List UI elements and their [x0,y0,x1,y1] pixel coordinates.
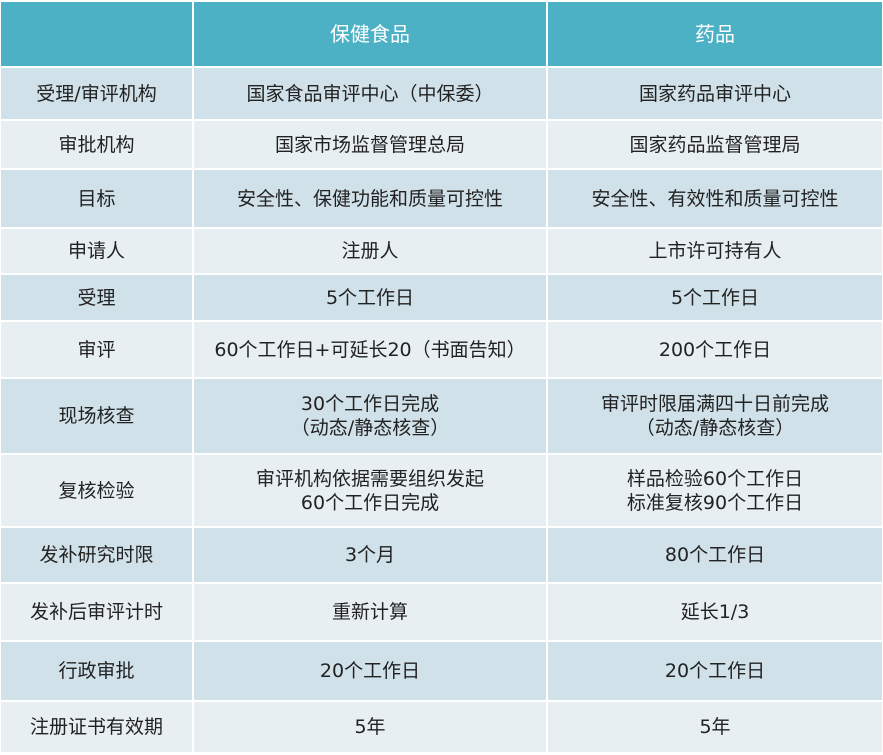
cell-text: 审评时限届满四十日前完成 [600,393,829,415]
cell-text: 30个工作日完成 [300,393,440,415]
cell-text: 60个工作日+可延长20（书面告知） [214,338,526,361]
table-cell: 注册人 [194,229,546,273]
cell-text: 上市许可持有人 [648,240,782,262]
table-cell: 20个工作日 [194,642,546,700]
cell-text: 审评机构依据需要组织发起 [255,467,484,490]
cell-text: 行政审批 [58,660,135,682]
table-cell: 审评机构依据需要组织发起 60个工作日完成 [194,455,546,526]
table-cell: 5年 [194,702,546,752]
table-cell: 审评时限届满四十日前完成 （动态/静态核查） [548,379,882,453]
cell-text: 延长1/3 [680,601,750,623]
row-label: 注册证书有效期 [1,702,192,752]
table-cell: 国家药品审评中心 [548,68,882,119]
cell-text: 复核检验 [58,479,135,502]
table-cell: 安全性、保健功能和质量可控性 [194,170,546,227]
cell-text: 受理 [77,286,116,309]
row-label: 受理 [1,275,192,320]
cell-text: 样品检验60个工作日 [626,467,804,490]
table-cell: 延长1/3 [548,584,882,640]
cell-text: 3个月 [344,544,396,566]
cell-text: 5个工作日 [670,286,760,309]
cell-text: 20个工作日 [664,660,766,682]
table-cell: 30个工作日完成 （动态/静态核查） [194,379,546,453]
table-cell: 60个工作日+可延长20（书面告知） [194,322,546,377]
row-label: 审批机构 [1,121,192,168]
table-cell: 80个工作日 [548,528,882,582]
cell-text: 标准复核90个工作日 [626,491,804,514]
cell-text: 80个工作日 [664,544,766,566]
table-cell: 200个工作日 [548,322,882,377]
row-label: 目标 [1,170,192,227]
cell-text: 5年 [354,716,386,738]
header-cell: 保健食品 [194,2,546,66]
cell-text: 国家食品审评中心（中保委） [246,82,494,105]
table-cell: 上市许可持有人 [548,229,882,273]
cell-text: 注册证书有效期 [29,716,163,738]
cell-text: 60个工作日完成 [300,491,440,514]
cell-text: 保健食品 [330,22,410,46]
cell-text: 申请人 [67,240,125,262]
cell-text: 重新计算 [331,601,408,623]
row-label: 现场核查 [1,379,192,453]
cell-text: 发补后审评计时 [29,601,163,623]
row-label: 发补研究时限 [1,528,192,582]
cell-text: 国家市场监督管理总局 [274,133,465,156]
cell-text: 现场核查 [58,405,135,427]
cell-text: （动态/静态核查） [290,417,450,439]
cell-text: 20个工作日 [319,660,421,682]
cell-text: 审评 [77,338,116,361]
cell-text: 目标 [77,187,116,210]
cell-text: 安全性、有效性和质量可控性 [591,187,839,210]
row-label: 审评 [1,322,192,377]
cell-text: 5个工作日 [325,286,415,309]
table-cell: 国家药品监督管理局 [548,121,882,168]
header-corner [1,2,192,66]
cell-text: 国家药品审评中心 [638,82,791,105]
cell-text: 发补研究时限 [39,544,154,566]
table-cell: 5个工作日 [548,275,882,320]
header-cell: 药品 [548,2,882,66]
cell-text: 审批机构 [58,133,135,156]
table-cell: 国家市场监督管理总局 [194,121,546,168]
table-cell: 5个工作日 [194,275,546,320]
table-cell: 重新计算 [194,584,546,640]
cell-text: 受理/审评机构 [36,82,157,105]
row-label: 行政审批 [1,642,192,700]
cell-text: 安全性、保健功能和质量可控性 [236,187,503,210]
cell-text: 5年 [699,716,731,738]
row-label: 受理/审评机构 [1,68,192,119]
cell-text: 注册人 [341,240,399,262]
cell-text: （动态/静态核查） [635,417,795,439]
table-cell: 样品检验60个工作日 标准复核90个工作日 [548,455,882,526]
table-cell: 3个月 [194,528,546,582]
table-cell: 20个工作日 [548,642,882,700]
table-cell: 安全性、有效性和质量可控性 [548,170,882,227]
cell-text: 药品 [695,22,735,46]
table-cell: 5年 [548,702,882,752]
cell-text: 200个工作日 [658,338,772,361]
row-label: 发补后审评计时 [1,584,192,640]
row-label: 申请人 [1,229,192,273]
cell-text: 国家药品监督管理局 [629,133,801,156]
row-label: 复核检验 [1,455,192,526]
table-cell: 国家食品审评中心（中保委） [194,68,546,119]
